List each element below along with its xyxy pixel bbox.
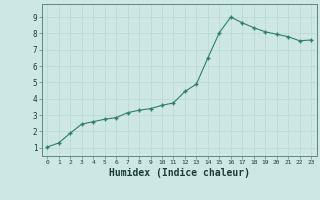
X-axis label: Humidex (Indice chaleur): Humidex (Indice chaleur) [109,168,250,178]
